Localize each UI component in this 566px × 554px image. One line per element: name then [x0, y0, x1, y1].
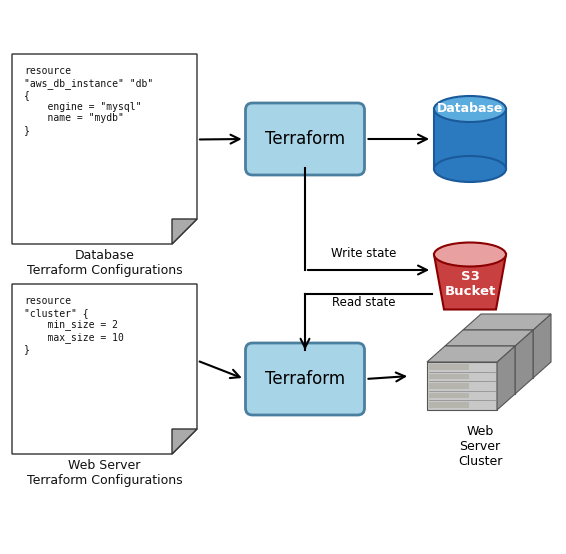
- Polygon shape: [445, 330, 533, 346]
- Polygon shape: [12, 54, 197, 244]
- Polygon shape: [427, 346, 515, 362]
- Polygon shape: [427, 362, 497, 410]
- Polygon shape: [463, 330, 533, 378]
- Polygon shape: [429, 383, 469, 389]
- Ellipse shape: [434, 243, 506, 266]
- Text: Terraform: Terraform: [265, 370, 345, 388]
- Polygon shape: [172, 219, 197, 244]
- Text: Write state: Write state: [331, 247, 396, 260]
- Polygon shape: [465, 332, 505, 337]
- Polygon shape: [172, 429, 197, 454]
- Polygon shape: [447, 367, 487, 373]
- Polygon shape: [515, 330, 533, 394]
- Text: Web Server
Terraform Configurations: Web Server Terraform Configurations: [27, 459, 182, 487]
- Polygon shape: [447, 348, 487, 353]
- Polygon shape: [447, 377, 487, 382]
- Polygon shape: [445, 346, 515, 394]
- Text: S3
Bucket: S3 Bucket: [444, 270, 496, 298]
- Polygon shape: [497, 346, 515, 410]
- Text: resource
"aws_db_instance" "db"
{
    engine = "mysql"
    name = "mydb"
}: resource "aws_db_instance" "db" { engine…: [24, 66, 153, 135]
- Polygon shape: [12, 284, 197, 454]
- Ellipse shape: [434, 156, 506, 182]
- Polygon shape: [429, 373, 469, 379]
- Polygon shape: [465, 351, 505, 357]
- Polygon shape: [465, 361, 505, 366]
- Text: Terraform: Terraform: [265, 130, 345, 148]
- FancyBboxPatch shape: [246, 343, 365, 415]
- Polygon shape: [463, 314, 551, 330]
- Polygon shape: [465, 371, 505, 376]
- Polygon shape: [447, 357, 487, 363]
- Polygon shape: [434, 109, 506, 169]
- Text: Database
Terraform Configurations: Database Terraform Configurations: [27, 249, 182, 277]
- Text: Database: Database: [437, 102, 503, 115]
- Ellipse shape: [434, 96, 506, 122]
- FancyBboxPatch shape: [246, 103, 365, 175]
- Text: resource
"cluster" {
    min_size = 2
    max_size = 10
}: resource "cluster" { min_size = 2 max_si…: [24, 296, 124, 354]
- Polygon shape: [447, 386, 487, 392]
- Polygon shape: [429, 393, 469, 398]
- Polygon shape: [429, 364, 469, 370]
- Polygon shape: [465, 342, 505, 347]
- Text: Read state: Read state: [332, 296, 395, 309]
- Text: Web
Server
Cluster: Web Server Cluster: [458, 425, 502, 468]
- Polygon shape: [434, 254, 506, 310]
- Polygon shape: [533, 314, 551, 378]
- Polygon shape: [429, 402, 469, 408]
